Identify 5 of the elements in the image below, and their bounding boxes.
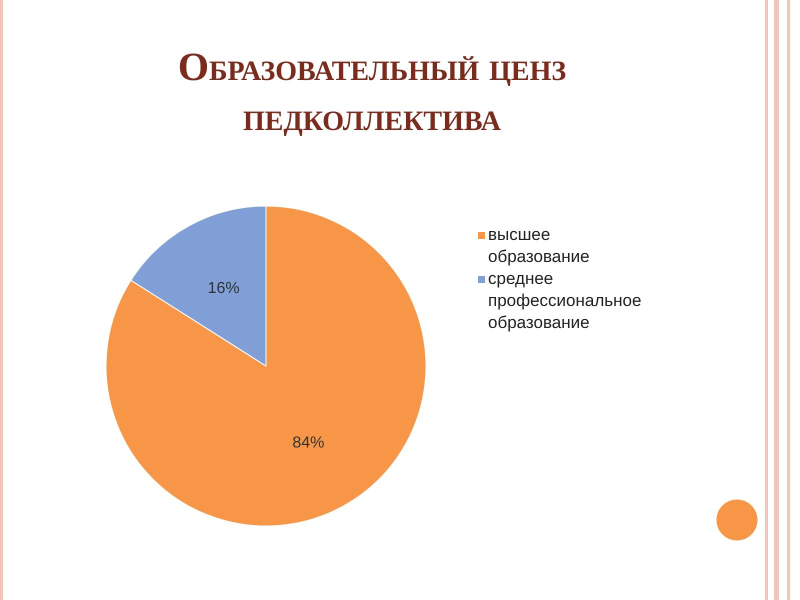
pie-slice [106, 206, 426, 526]
data-label: 16% [208, 280, 240, 298]
legend-label: среднее профессиональное образование [488, 269, 642, 332]
chart-title: Образовательный ценз педколлектива [178, 44, 566, 139]
data-label: 84% [292, 434, 324, 452]
